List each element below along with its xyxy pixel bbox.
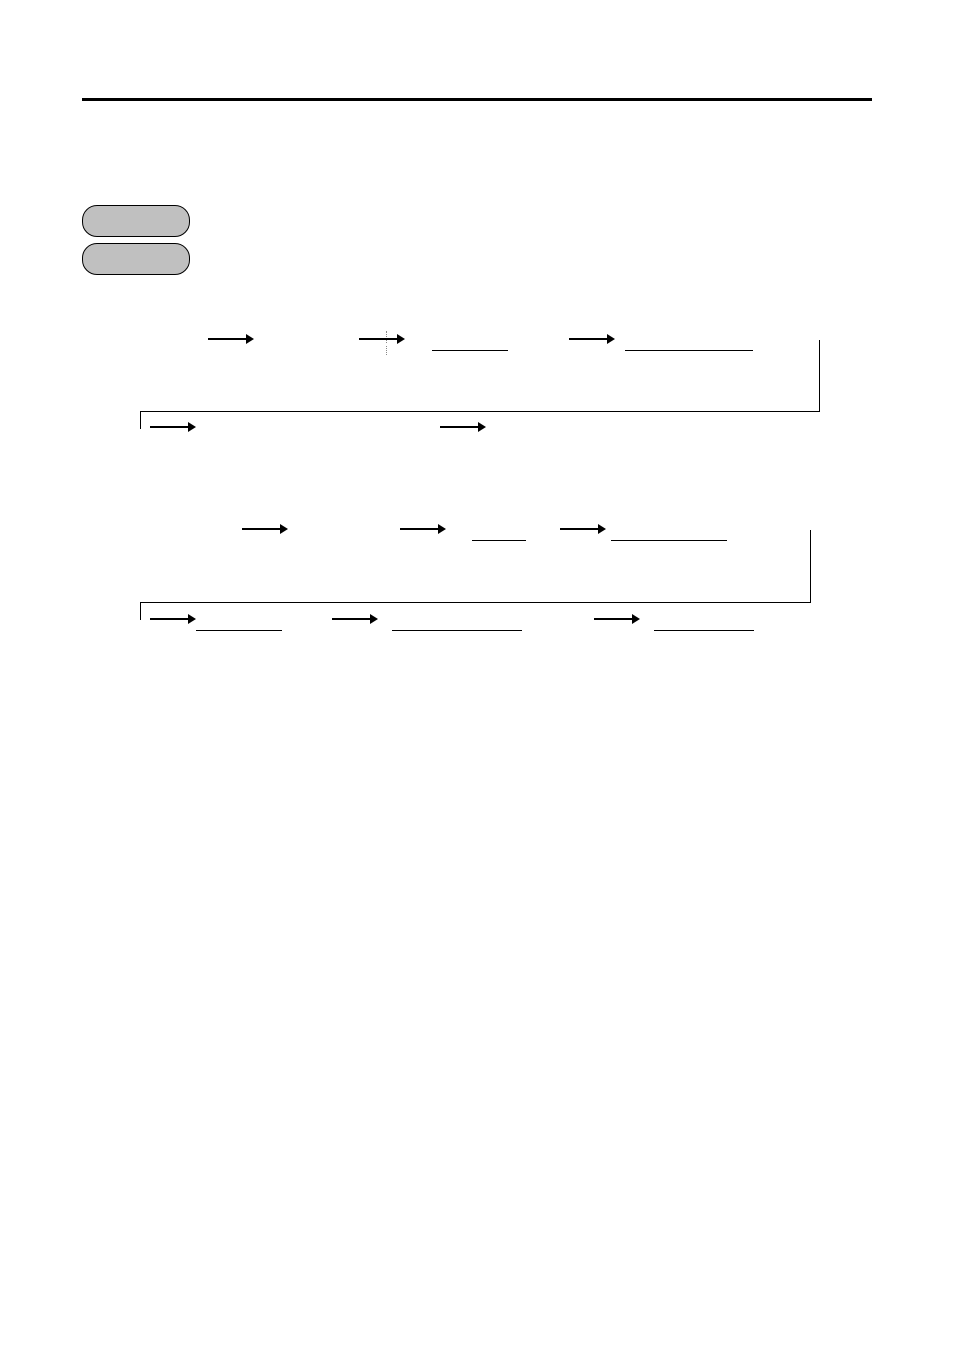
underline [432,350,508,351]
pill-1 [82,205,190,237]
connector-line [140,602,811,603]
arrow-icon [242,522,288,536]
connector-mask [140,344,800,346]
pill-2 [82,243,190,275]
page: .elbow{display:none} [0,0,954,1351]
arrow-icon [594,612,640,626]
header-rule [82,98,872,101]
underline [196,630,282,631]
arrow-icon [440,420,486,434]
arrow-icon [400,522,446,536]
connector-line [819,340,820,412]
underline [392,630,522,631]
connector-line [810,530,811,603]
underline [654,630,754,631]
connector-mask [139,345,142,407]
arrow-icon [150,612,196,626]
arrow-icon [150,420,196,434]
arrow-icon [332,612,378,626]
connector-line [140,411,820,412]
underline [625,350,753,351]
arrow-icon [560,522,606,536]
underline [472,540,526,541]
underline [611,540,727,541]
connector-line [140,411,141,429]
connector-line [140,602,141,620]
